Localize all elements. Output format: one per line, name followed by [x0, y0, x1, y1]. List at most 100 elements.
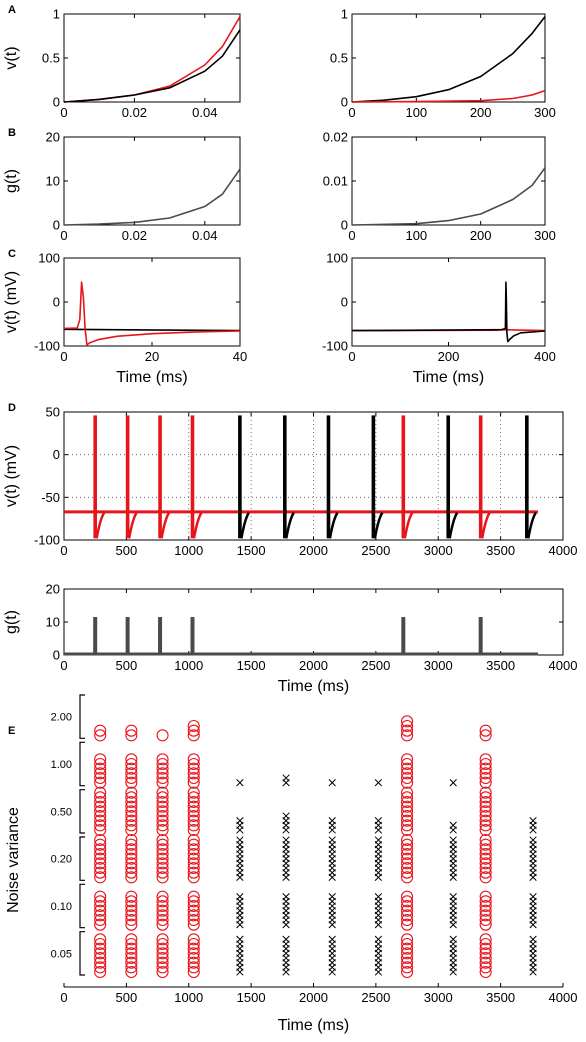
x-tick-label: 3000	[424, 543, 453, 558]
trial-spike-marker	[156, 757, 169, 771]
trial-spike-marker	[401, 753, 414, 766]
x-tick-label: 200	[470, 228, 492, 243]
x-tick-label: 4000	[549, 658, 578, 673]
trial-spike-marker	[187, 819, 200, 832]
trial-spike-marker	[401, 767, 414, 780]
trial-spike-marker	[94, 947, 107, 960]
trial-spike-marker	[156, 861, 169, 875]
y-tick-label: 0	[341, 295, 348, 310]
trial-spike-marker	[401, 942, 414, 955]
trial-spike-marker	[187, 918, 200, 931]
trial-spike-marker	[156, 895, 169, 908]
trial-spike-marker	[156, 871, 169, 884]
x-tick-label: 40	[233, 349, 247, 364]
trial-spike-marker	[156, 843, 169, 856]
trial-nospike-marker	[449, 935, 457, 943]
conductance-pulse	[125, 617, 130, 655]
trial-spike-marker	[479, 838, 492, 851]
group-bracket	[79, 883, 85, 929]
trial-nospike-marker	[449, 821, 457, 829]
trial-spike-marker	[187, 762, 200, 775]
y-tick-label: -100	[322, 339, 348, 354]
y-tick-label: 50	[46, 405, 60, 420]
afterhyperpolarization-black	[448, 511, 459, 539]
trial-spike-marker	[187, 857, 200, 870]
x-tick-label: 0	[60, 543, 67, 558]
trial-nospike-marker	[529, 836, 537, 844]
trial-spike-marker	[125, 947, 138, 960]
trial-spike-marker	[479, 753, 492, 766]
y-tick-label: 0	[53, 648, 60, 663]
trial-spike-marker	[94, 961, 107, 974]
trial-spike-marker	[187, 800, 200, 813]
afterhyperpolarization-black	[527, 511, 537, 539]
trial-spike-marker	[125, 913, 138, 927]
trial-spike-marker	[479, 771, 492, 785]
trial-spike-marker	[125, 762, 138, 775]
trial-spike-marker	[125, 767, 138, 780]
trial-spike-marker	[156, 767, 169, 780]
conductance-pulse	[190, 617, 195, 655]
trial-spike-marker	[125, 729, 138, 742]
panel-letter: D	[8, 402, 16, 414]
trial-spike-marker	[94, 942, 107, 955]
trial-spike-marker	[94, 899, 107, 913]
noise-group-label: 0.50	[51, 806, 72, 818]
trial-spike-marker	[187, 814, 200, 827]
trial-spike-marker	[156, 965, 169, 979]
trial-spike-marker	[125, 852, 138, 865]
y-tick-label: 0	[53, 218, 60, 233]
noise-group-label: 0.10	[51, 901, 72, 913]
x-tick-label: 100	[405, 105, 427, 120]
trial-spike-marker	[156, 947, 169, 960]
trial-nospike-marker	[529, 935, 537, 943]
trial-spike-marker	[187, 866, 200, 879]
trial-spike-marker	[94, 895, 107, 908]
spike-red	[93, 415, 97, 539]
trial-spike-marker	[156, 961, 169, 974]
x-tick-label: 300	[534, 105, 556, 120]
trial-nospike-marker	[328, 817, 336, 825]
series-line-black	[351, 16, 546, 103]
trial-spike-marker	[187, 719, 200, 733]
trial-spike-marker	[187, 909, 200, 922]
y-tick-label: 0.5	[330, 51, 348, 66]
trial-spike-marker	[94, 843, 107, 856]
trial-spike-marker	[479, 800, 492, 813]
trial-nospike-marker	[374, 817, 383, 825]
trial-spike-marker	[94, 809, 107, 823]
trial-nospike-marker	[374, 779, 383, 787]
trial-spike-marker	[479, 861, 492, 875]
series-line-black	[63, 328, 241, 332]
trial-nospike-marker	[282, 774, 290, 782]
trial-spike-marker	[479, 786, 492, 799]
trial-spike-marker	[156, 956, 169, 969]
trial-spike-marker	[479, 791, 492, 804]
trial-spike-marker	[401, 904, 414, 917]
x-axis-label: Time (ms)	[116, 369, 187, 386]
plot-frame	[63, 257, 241, 347]
trial-spike-marker	[125, 791, 138, 804]
trial-spike-marker	[156, 918, 169, 931]
trial-spike-marker	[156, 833, 169, 847]
trial-spike-marker	[156, 762, 169, 775]
trial-spike-marker	[125, 937, 138, 951]
trial-spike-marker	[125, 814, 138, 827]
trial-spike-marker	[187, 729, 200, 742]
trial-spike-marker	[187, 847, 200, 861]
trial-nospike-marker	[282, 836, 290, 844]
trial-nospike-marker	[374, 893, 383, 901]
y-tick-label: 0	[341, 218, 348, 233]
trial-spike-marker	[401, 805, 414, 818]
series-line-red	[63, 16, 241, 103]
x-tick-label: 1000	[174, 990, 203, 1005]
panel-letter: A	[8, 4, 16, 16]
trial-spike-marker	[94, 956, 107, 969]
trial-spike-marker	[94, 724, 107, 737]
spike-red	[125, 415, 130, 539]
y-tick-label: 20	[46, 130, 60, 145]
trial-spike-marker	[94, 729, 107, 742]
conductance-pulse	[401, 617, 406, 655]
trial-spike-marker	[187, 965, 200, 979]
trial-spike-marker	[401, 852, 414, 865]
